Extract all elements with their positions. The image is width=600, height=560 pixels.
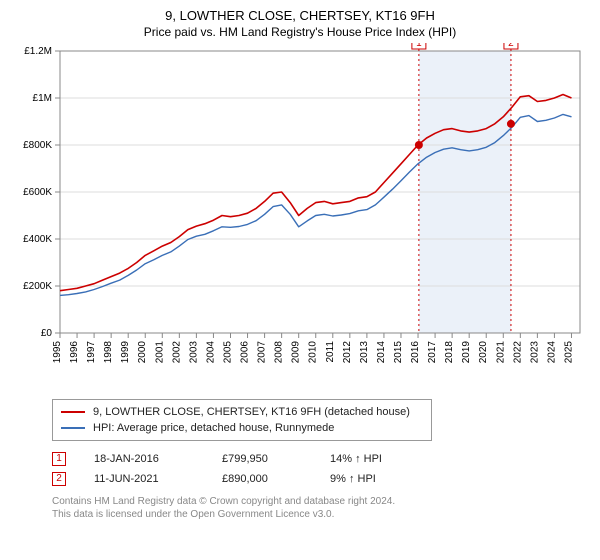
- sale-pct: 9% ↑ HPI: [330, 469, 420, 489]
- svg-text:2: 2: [508, 43, 514, 49]
- svg-text:£0: £0: [41, 328, 53, 339]
- attribution-line: Contains HM Land Registry data © Crown c…: [52, 495, 588, 508]
- svg-text:2009: 2009: [291, 341, 302, 364]
- sale-date: 18-JAN-2016: [94, 449, 194, 469]
- svg-text:£400K: £400K: [23, 234, 52, 245]
- svg-text:2018: 2018: [444, 341, 455, 364]
- svg-text:2025: 2025: [563, 341, 574, 364]
- svg-text:£200K: £200K: [23, 281, 52, 292]
- legend-label: HPI: Average price, detached house, Runn…: [93, 420, 334, 436]
- svg-text:£1.2M: £1.2M: [24, 46, 52, 57]
- svg-text:2005: 2005: [222, 341, 233, 364]
- svg-text:2004: 2004: [205, 341, 216, 364]
- svg-text:2001: 2001: [154, 341, 165, 364]
- svg-text:1: 1: [416, 43, 422, 49]
- svg-text:1997: 1997: [86, 341, 97, 364]
- legend-label: 9, LOWTHER CLOSE, CHERTSEY, KT16 9FH (de…: [93, 404, 410, 420]
- svg-text:2011: 2011: [325, 341, 336, 363]
- titles: 9, LOWTHER CLOSE, CHERTSEY, KT16 9FH Pri…: [12, 8, 588, 39]
- legend-row: HPI: Average price, detached house, Runn…: [61, 420, 423, 436]
- svg-text:2010: 2010: [308, 341, 319, 364]
- title-sub: Price paid vs. HM Land Registry's House …: [12, 25, 588, 39]
- svg-text:2023: 2023: [529, 341, 540, 364]
- legend-row: 9, LOWTHER CLOSE, CHERTSEY, KT16 9FH (de…: [61, 404, 423, 420]
- sales-row: 1 18-JAN-2016 £799,950 14% ↑ HPI: [52, 449, 588, 469]
- svg-text:2012: 2012: [342, 341, 353, 364]
- svg-text:1995: 1995: [52, 341, 63, 364]
- chart: £0 £200K £400K £600K £800K £1M £1.2M 1995 1996 19…: [12, 43, 588, 393]
- svg-text:2019: 2019: [461, 341, 472, 364]
- chart-svg: £0 £200K £400K £600K £800K £1M £1.2M 1995 1996 19…: [12, 43, 588, 393]
- sale-price: £890,000: [222, 469, 302, 489]
- svg-text:2014: 2014: [376, 341, 387, 364]
- legend-swatch: [61, 427, 85, 429]
- svg-text:2020: 2020: [478, 341, 489, 364]
- sale-marker-box: 2: [52, 472, 66, 486]
- svg-text:£1M: £1M: [33, 93, 52, 104]
- svg-text:2002: 2002: [171, 341, 182, 364]
- svg-text:2000: 2000: [137, 341, 148, 364]
- sale-pct: 14% ↑ HPI: [330, 449, 420, 469]
- svg-text:2022: 2022: [512, 341, 523, 364]
- chart-container: 9, LOWTHER CLOSE, CHERTSEY, KT16 9FH Pri…: [0, 0, 600, 525]
- legend-swatch: [61, 411, 85, 413]
- svg-text:2007: 2007: [257, 341, 268, 364]
- title-main: 9, LOWTHER CLOSE, CHERTSEY, KT16 9FH: [12, 8, 588, 23]
- svg-text:2021: 2021: [495, 341, 506, 364]
- svg-text:£800K: £800K: [23, 140, 52, 151]
- svg-text:1998: 1998: [103, 341, 114, 364]
- svg-text:2015: 2015: [393, 341, 404, 364]
- svg-text:1996: 1996: [69, 341, 80, 364]
- svg-text:2013: 2013: [359, 341, 370, 364]
- sales-row: 2 11-JUN-2021 £890,000 9% ↑ HPI: [52, 469, 588, 489]
- sales-table: 1 18-JAN-2016 £799,950 14% ↑ HPI 2 11-JU…: [52, 449, 588, 489]
- sale-date: 11-JUN-2021: [94, 469, 194, 489]
- svg-text:2008: 2008: [274, 341, 285, 364]
- legend: 9, LOWTHER CLOSE, CHERTSEY, KT16 9FH (de…: [52, 399, 432, 441]
- svg-text:2003: 2003: [188, 341, 199, 364]
- sale-marker-box: 1: [52, 452, 66, 466]
- svg-text:£600K: £600K: [23, 187, 52, 198]
- svg-text:2024: 2024: [546, 341, 557, 364]
- attribution-line: This data is licensed under the Open Gov…: [52, 508, 588, 521]
- attribution: Contains HM Land Registry data © Crown c…: [52, 495, 588, 521]
- svg-text:2016: 2016: [410, 341, 421, 364]
- svg-text:1999: 1999: [120, 341, 131, 364]
- svg-text:2017: 2017: [427, 341, 438, 364]
- svg-text:2006: 2006: [240, 341, 251, 364]
- sale-price: £799,950: [222, 449, 302, 469]
